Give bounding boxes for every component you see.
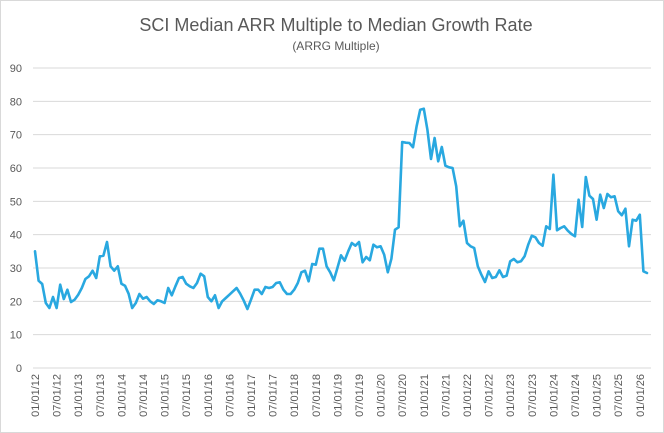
x-tick-label: 01/01/14 (116, 374, 128, 417)
x-tick-label: 07/01/20 (397, 374, 409, 417)
x-tick-label: 07/01/18 (311, 374, 323, 417)
y-tick-label: 50 (10, 196, 22, 208)
x-tick-label: 01/01/21 (419, 374, 431, 417)
x-tick-label: 01/01/23 (505, 374, 517, 417)
x-tick-label: 01/01/26 (635, 374, 647, 417)
x-tick-label: 01/01/19 (332, 374, 344, 417)
x-tick-label: 07/01/16 (224, 374, 236, 417)
x-tick-label: 07/01/25 (613, 374, 625, 417)
x-tick-label: 07/01/19 (354, 374, 366, 417)
y-tick-label: 60 (10, 163, 22, 175)
x-tick-label: 01/01/17 (246, 374, 258, 417)
x-tick-label: 01/01/25 (592, 374, 604, 417)
x-tick-label: 07/01/23 (527, 374, 539, 417)
x-tick-label: 07/01/15 (181, 374, 193, 417)
y-tick-label: 40 (10, 230, 22, 242)
x-tick-label: 01/01/12 (30, 374, 42, 417)
x-tick-label: 01/01/16 (203, 374, 215, 417)
x-tick-label: 01/01/13 (73, 374, 85, 417)
y-tick-label: 30 (10, 263, 22, 275)
y-tick-label: 10 (10, 330, 22, 342)
y-tick-label: 80 (10, 96, 22, 108)
x-tick-label: 07/01/21 (440, 374, 452, 417)
x-tick-label: 07/01/13 (95, 374, 107, 417)
y-tick-label: 70 (10, 130, 22, 142)
x-tick-label: 07/01/24 (570, 374, 582, 417)
x-tick-label: 07/01/12 (52, 374, 64, 417)
x-tick-label: 01/01/24 (548, 374, 560, 417)
chart-subtitle: (ARRG Multiple) (292, 39, 379, 53)
chart-title: SCI Median ARR Multiple to Median Growth… (139, 15, 532, 35)
x-tick-label: 01/01/22 (462, 374, 474, 417)
x-tick-label: 07/01/17 (268, 374, 280, 417)
x-tick-label: 01/01/15 (160, 374, 172, 417)
x-tick-label: 01/01/20 (376, 374, 388, 417)
y-tick-label: 20 (10, 296, 22, 308)
y-tick-label: 90 (10, 63, 22, 75)
series-line (33, 107, 649, 311)
y-tick-label: 0 (16, 363, 22, 375)
x-tick-label: 01/01/18 (289, 374, 301, 417)
x-tick-label: 07/01/14 (138, 374, 150, 417)
x-tick-label: 07/01/22 (484, 374, 496, 417)
